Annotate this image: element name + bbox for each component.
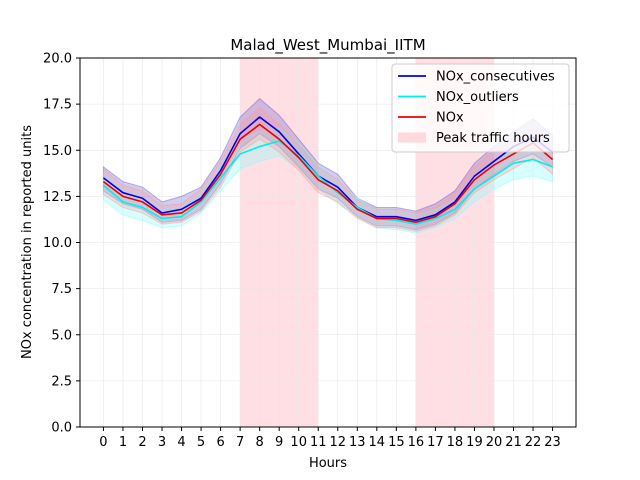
y-tick-label: 15.0 — [43, 144, 72, 159]
legend-label-peak-traffic: Peak traffic hours — [436, 131, 550, 146]
x-tick-label: 2 — [138, 435, 146, 450]
x-tick-label: 12 — [329, 435, 346, 450]
legend-swatch-peak-traffic — [398, 132, 426, 143]
x-tick-label: 13 — [349, 435, 366, 450]
x-tick-label: 20 — [486, 435, 503, 450]
y-tick-label: 7.5 — [51, 282, 72, 297]
y-tick-label: 20.0 — [43, 52, 72, 67]
x-tick-label: 16 — [408, 435, 425, 450]
chart-title: Malad_West_Mumbai_IITM — [230, 36, 425, 55]
x-tick-label: 18 — [447, 435, 464, 450]
legend-label-NOx_consecutives: NOx_consecutives — [436, 70, 555, 85]
x-tick-label: 7 — [236, 435, 244, 450]
legend-label-NOx_outliers: NOx_outliers — [436, 90, 519, 105]
x-tick-label: 14 — [369, 435, 386, 450]
x-tick-label: 19 — [466, 435, 483, 450]
legend-label-NOx: NOx — [436, 111, 464, 126]
x-tick-label: 17 — [427, 435, 444, 450]
x-tick-label: 3 — [158, 435, 166, 450]
x-tick-label: 23 — [544, 435, 561, 450]
x-tick-label: 11 — [310, 435, 327, 450]
y-tick-label: 10.0 — [43, 236, 72, 251]
series-line-NOx — [102, 123, 554, 224]
x-axis-label: Hours — [309, 456, 347, 471]
confidence-band-NOx_outliers — [102, 127, 554, 234]
x-tick-label: 5 — [197, 435, 205, 450]
legend: NOx_consecutives NOx_outliers NOx Peak traf… — [391, 63, 570, 153]
x-tick-label: 6 — [216, 435, 224, 450]
x-tick-label: 21 — [505, 435, 522, 450]
x-tick-label: 22 — [525, 435, 542, 450]
x-tick-label: 0 — [99, 435, 107, 450]
y-tick-label: 12.5 — [43, 190, 72, 205]
y-axis-label: NOx concentration in reported units — [20, 125, 35, 359]
plot-area: 0 1 2 3 4 5 6 7 8 9 10 11 12 13 14 15 16 17 18 19 20 21 22 230.… — [43, 52, 577, 450]
legend-box — [391, 63, 570, 153]
series-line-NOx_consecutives — [102, 116, 554, 222]
y-tick-label: 0.0 — [51, 421, 72, 436]
y-tick-label: 17.5 — [43, 98, 72, 113]
x-tick-label: 15 — [388, 435, 405, 450]
x-tick-label: 1 — [119, 435, 127, 450]
x-tick-label: 9 — [275, 435, 283, 450]
y-tick-label: 2.5 — [51, 374, 72, 389]
x-tick-label: 4 — [177, 435, 185, 450]
x-tick-label: 8 — [256, 435, 264, 450]
confidence-band-NOx — [102, 107, 554, 232]
series-line-NOx_outliers — [102, 140, 553, 225]
y-tick-label: 5.0 — [51, 328, 72, 343]
x-tick-label: 10 — [290, 435, 307, 450]
